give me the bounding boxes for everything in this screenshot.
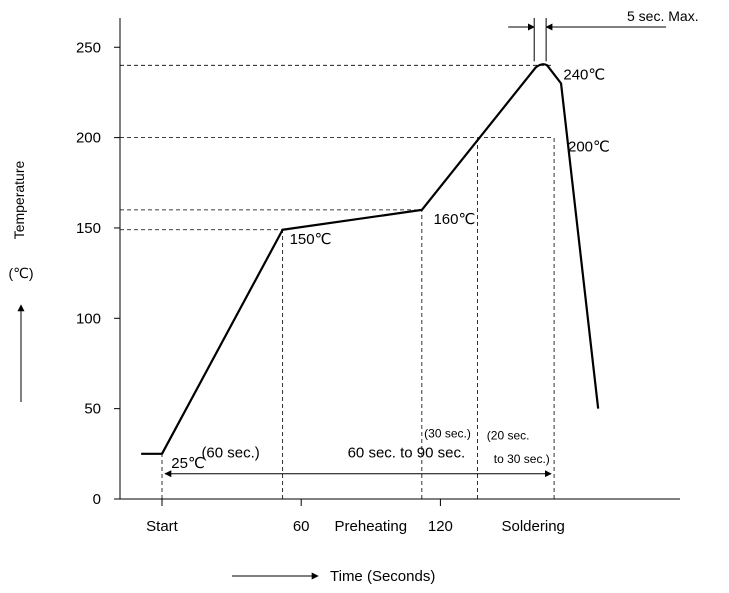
y-axis-unit: (℃) bbox=[8, 265, 33, 281]
y-axis-title: Temperature bbox=[11, 160, 27, 239]
zone-label: Soldering bbox=[502, 518, 565, 535]
point-label: 160℃ bbox=[433, 211, 475, 228]
y-tick-label: 200 bbox=[76, 130, 101, 147]
x-tick-label: 60 bbox=[293, 518, 310, 535]
y-tick-label: 100 bbox=[76, 310, 101, 327]
x-axis-title: Time (Seconds) bbox=[330, 568, 435, 585]
temperature-profile-line bbox=[141, 63, 600, 455]
y-tick-label: 250 bbox=[76, 39, 101, 56]
point-label: 200℃ bbox=[568, 139, 610, 156]
point-label: 25℃ bbox=[171, 455, 205, 472]
y-tick-label: 50 bbox=[84, 401, 101, 418]
zone-label: Preheating bbox=[335, 518, 408, 535]
interval-label: (60 sec.) bbox=[201, 444, 259, 461]
max-time-label: 5 sec. Max. bbox=[627, 8, 699, 24]
point-label: 150℃ bbox=[290, 231, 332, 248]
x-tick-label: Start bbox=[146, 518, 179, 535]
x-tick-label: 120 bbox=[428, 518, 453, 535]
y-tick-label: 150 bbox=[76, 220, 101, 237]
interval-label: 60 sec. to 90 sec. bbox=[348, 444, 466, 461]
interval-label: (20 sec. bbox=[487, 428, 530, 442]
interval-label: to 30 sec.) bbox=[494, 452, 550, 466]
y-tick-label: 0 bbox=[93, 491, 101, 508]
point-label: 240℃ bbox=[563, 66, 605, 83]
interval-label: (30 sec.) bbox=[424, 427, 471, 441]
